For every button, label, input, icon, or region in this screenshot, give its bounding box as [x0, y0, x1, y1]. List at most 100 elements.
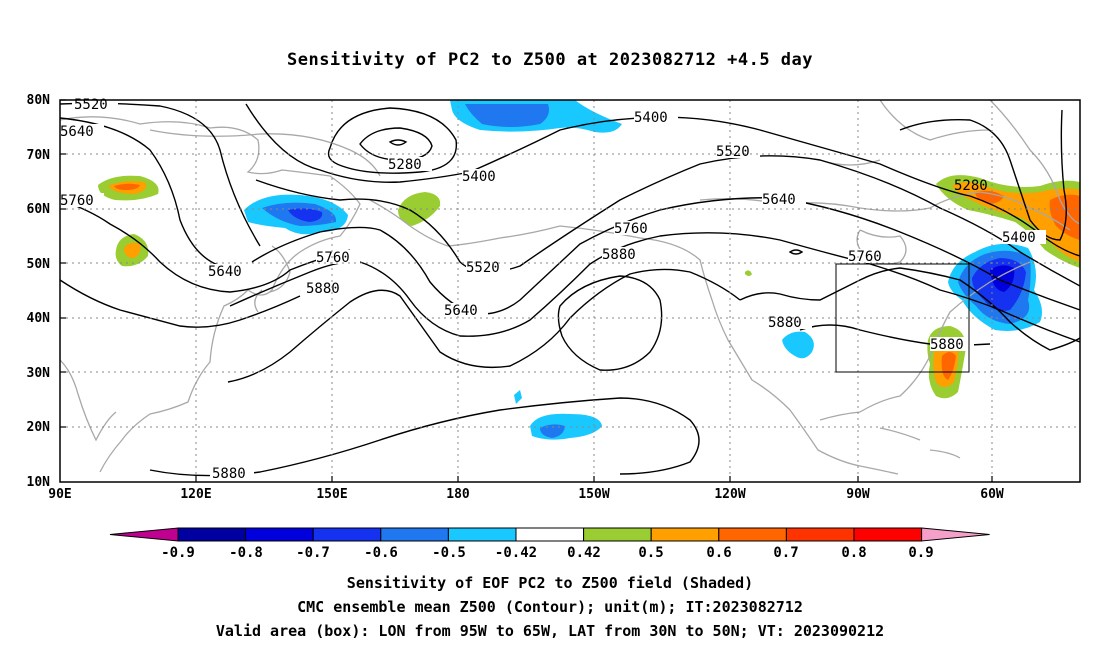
colorbar-end-high	[921, 527, 990, 542]
colorbar-label-7: 0.42	[567, 545, 601, 561]
lat-label-40n: 40N	[27, 311, 51, 326]
contour-label-21: 5400	[1002, 230, 1036, 246]
coast-north-america	[559, 225, 899, 475]
map-title: Sensitivity of PC2 to Z500 at 2023082712…	[286, 50, 813, 70]
lon-label-90w: 90W	[846, 487, 870, 502]
lon-label-150e: 150E	[316, 487, 347, 502]
footer-line-2: CMC ensemble mean Z500 (Contour); unit(m…	[297, 598, 803, 616]
colorbar-label-11: 0.8	[841, 545, 866, 561]
contour-5640-west	[60, 117, 229, 269]
coast-india	[60, 359, 117, 442]
contour-label-15: 5880	[768, 315, 802, 331]
contour-5760-west	[60, 199, 351, 293]
lon-label-90e: 90E	[48, 487, 71, 502]
coastlines	[60, 100, 1080, 475]
colorbar-bin	[583, 527, 652, 542]
shade-negative-105w	[782, 331, 814, 359]
colorbar-label-6: -0.42	[495, 545, 537, 561]
colorbar-labels: -0.9 -0.8 -0.7 -0.6 -0.5 -0.42 0.42 0.5 …	[161, 545, 934, 561]
lon-label-120w: 120W	[714, 487, 745, 502]
colorbar-label-5: -0.5	[432, 545, 466, 561]
footer-line-3: Valid area (box): LON from 95W to 65W, L…	[215, 622, 885, 640]
colorbar-bin	[785, 527, 855, 542]
contour-5640-mid	[251, 197, 1080, 315]
contour-label-13: 5520	[466, 260, 500, 276]
lat-label-30n: 30N	[27, 366, 51, 381]
lat-label-80n: 80N	[27, 93, 51, 108]
coast-greenland	[989, 100, 1080, 225]
colorbar-label-4: -0.6	[364, 545, 398, 561]
contour-label-4: 5280	[388, 157, 422, 173]
coast-arctic-islands	[819, 100, 991, 166]
colorbar-bin	[312, 527, 382, 542]
contour-labels: 5520 5640 5760 5280 5400 5520 5400 5640 …	[60, 97, 1046, 482]
lat-label-20n: 20N	[27, 420, 51, 435]
colorbar-label-2: -0.8	[229, 545, 263, 561]
colorbar-label-8: 0.5	[638, 545, 663, 561]
valid-area-box	[835, 263, 970, 373]
colorbar-label-9: 0.6	[706, 545, 731, 561]
contour-label-16: 5640	[762, 192, 796, 208]
contour-label-11: 5640	[444, 303, 478, 319]
coast-japan	[254, 245, 291, 313]
lat-label-60n: 60N	[27, 202, 51, 217]
colorbar-bin	[380, 527, 449, 542]
coast-bering	[369, 199, 561, 247]
contour-label-17: 5760	[848, 249, 882, 265]
colorbar-bin	[853, 527, 923, 542]
colorbar-label-10: 0.7	[773, 545, 798, 561]
contour-na-ridge	[739, 267, 1080, 351]
lon-label-180: 180	[446, 487, 470, 502]
colorbar-label-1: -0.9	[161, 545, 195, 561]
contour-label-20: 5280	[954, 178, 988, 194]
contour-label-9: 5760	[316, 250, 350, 266]
contour-label-8: 5640	[208, 264, 242, 280]
lat-lon-grid	[60, 100, 1080, 482]
contour-label-10: 5880	[306, 281, 340, 297]
lon-label-120e: 120E	[180, 487, 211, 502]
contour-label-18: 5880	[930, 337, 964, 353]
coast-east-asia	[60, 116, 361, 473]
contour-5880-pacific	[227, 268, 741, 383]
lat-labels: 80N 70N 60N 50N 40N 30N 20N 10N	[27, 93, 51, 490]
colorbar-label-3: -0.7	[296, 545, 330, 561]
coast-gulf	[819, 261, 1031, 421]
contour-label-1: 5520	[74, 97, 108, 113]
coast-siberia	[149, 129, 381, 177]
shade-positive-170e	[398, 192, 441, 226]
lat-label-70n: 70N	[27, 148, 51, 163]
lat-label-50n: 50N	[27, 257, 51, 272]
coast-caribbean	[879, 427, 961, 459]
lon-label-150w: 150W	[578, 487, 609, 502]
contour-5880-west	[60, 279, 301, 328]
footer-line-1: Sensitivity of EOF PC2 to Z500 field (Sh…	[346, 574, 754, 592]
colorbar-label-12: 0.9	[908, 545, 933, 561]
contour-5760-mid	[229, 232, 1080, 343]
coast-hudson	[856, 229, 907, 265]
contour-label-12: 5760	[614, 221, 648, 237]
contour-label-6: 5520	[716, 144, 750, 160]
contour-5880-south	[149, 397, 700, 477]
lon-label-60w: 60W	[980, 487, 1004, 502]
contour-label-24: 5880	[212, 466, 246, 482]
contour-label-7: 5400	[634, 110, 668, 126]
colorbar-bin	[177, 527, 247, 542]
sensitivity-shading	[98, 100, 1080, 440]
contour-low-5280	[327, 107, 458, 174]
colorbar-bin	[718, 527, 787, 542]
contour-ne-trough	[899, 109, 1067, 241]
colorbar-bin	[515, 527, 585, 542]
colorbar-bin	[245, 527, 314, 542]
contour-label-2: 5640	[60, 124, 94, 140]
colorbar-bin	[447, 527, 517, 542]
colorbar-bin	[650, 527, 720, 542]
axis-ticks	[60, 99, 993, 482]
contour-label-5: 5400	[462, 169, 496, 185]
contour-label-3: 5760	[60, 193, 94, 209]
colorbar	[109, 527, 990, 542]
contour-label-14: 5880	[602, 247, 636, 263]
lon-labels: 90E 120E 150E 180 150W 120W 90W 60W	[48, 487, 1004, 502]
colorbar-end-low	[109, 527, 179, 542]
lat-label-10n: 10N	[27, 475, 51, 490]
